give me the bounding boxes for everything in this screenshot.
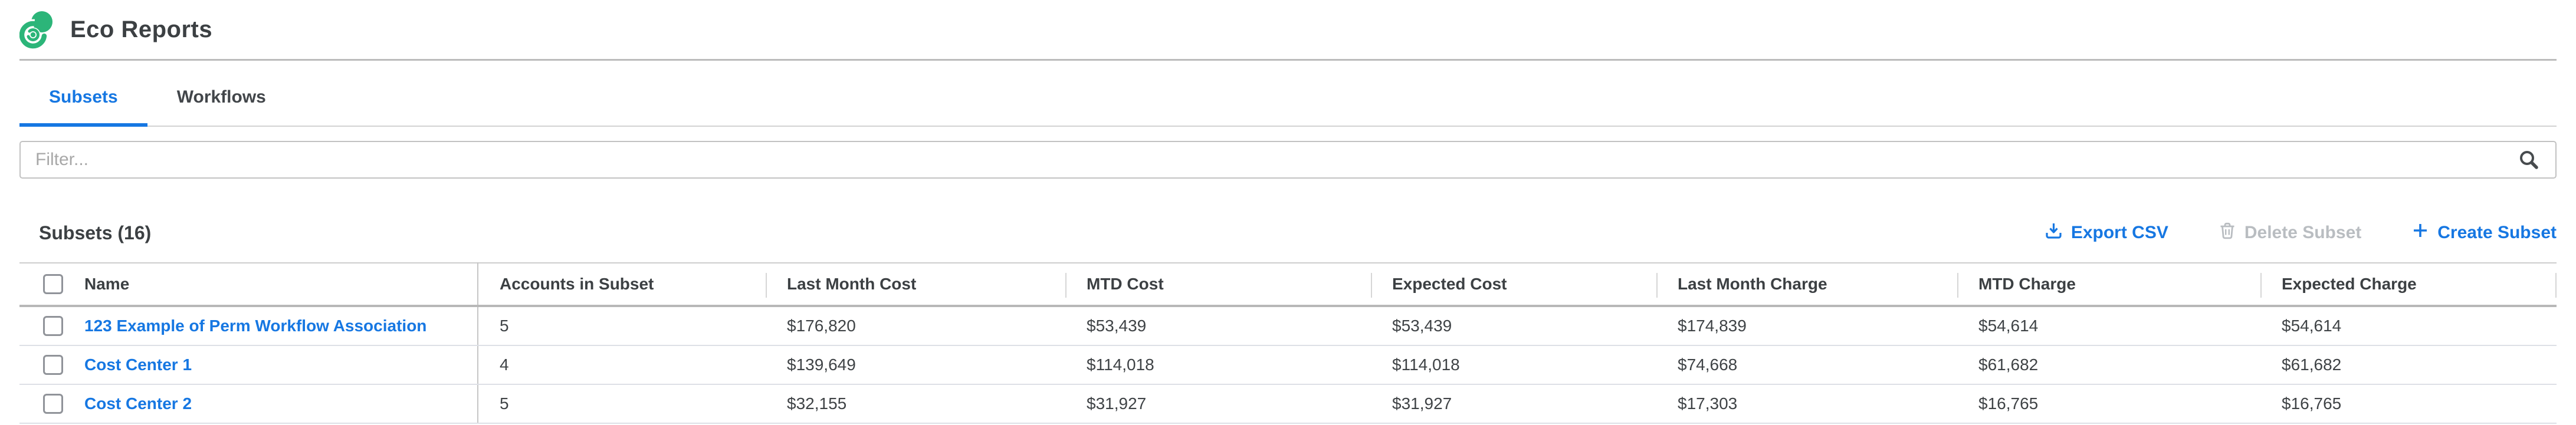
section-heading: Subsets (16) — [39, 222, 152, 243]
tab-bar: Subsets Workflows — [19, 61, 2557, 127]
trash-icon — [2219, 222, 2236, 245]
column-header-accounts-in-subset: Accounts in Subset — [478, 262, 766, 307]
delete-subset-button[interactable]: Delete Subset — [2219, 222, 2361, 245]
title-bar: Eco Reports — [17, 0, 2557, 61]
subset-name-link[interactable]: 123 Example of Perm Workflow Association — [84, 317, 427, 335]
cell-mtd-cost: $53,439 — [1065, 306, 1371, 346]
section-header: Subsets (16) Export CSV — [19, 221, 2557, 245]
delete-subset-label: Delete Subset — [2244, 223, 2362, 242]
cell-expected-charge: $16,765 — [2260, 384, 2557, 424]
eco-logo-icon — [17, 11, 57, 52]
cell-mtd-charge: $54,614 — [1957, 306, 2260, 346]
column-header-name: Name — [19, 262, 478, 307]
page-title: Eco Reports — [70, 16, 213, 42]
cell-expected-cost: $114,018 — [1371, 345, 1656, 385]
column-header-expected-charge: Expected Charge — [2260, 262, 2557, 307]
cell-mtd-cost: $31,927 — [1065, 384, 1371, 424]
table-row: 123 Example of Perm Workflow Association… — [19, 306, 2557, 346]
cell-last-month-charge: $17,303 — [1656, 384, 1957, 424]
subset-name-link[interactable]: Cost Center 2 — [84, 394, 192, 413]
filter-bar — [19, 141, 2557, 179]
cell-accounts: 4 — [478, 345, 766, 385]
cell-last-month-charge: $174,839 — [1656, 306, 1957, 346]
row-checkbox[interactable] — [43, 316, 63, 336]
cell-mtd-charge: $16,765 — [1957, 384, 2260, 424]
cell-expected-charge: $61,682 — [2260, 345, 2557, 385]
column-header-name-label: Name — [84, 275, 130, 293]
table-actions: Export CSV Delete Subset — [2045, 222, 2557, 245]
column-header-mtd-charge: MTD Charge — [1957, 262, 2260, 307]
search-icon[interactable] — [2518, 149, 2540, 171]
table-row: Cost Center 2 5 $32,155 $31,927 $31,927 … — [19, 384, 2557, 424]
download-icon — [2045, 222, 2063, 245]
cell-last-month-cost: $32,155 — [766, 384, 1065, 424]
column-header-expected-cost: Expected Cost — [1371, 262, 1656, 307]
column-header-last-month-cost: Last Month Cost — [766, 262, 1065, 307]
column-header-last-month-charge: Last Month Charge — [1656, 262, 1957, 307]
row-checkbox[interactable] — [43, 355, 63, 375]
plus-icon — [2411, 222, 2429, 244]
create-subset-label: Create Subset — [2437, 223, 2557, 242]
cell-accounts: 5 — [478, 306, 766, 346]
tab-subsets[interactable]: Subsets — [19, 69, 147, 127]
cell-expected-cost: $53,439 — [1371, 306, 1656, 346]
column-header-mtd-cost: MTD Cost — [1065, 262, 1371, 307]
cell-accounts: 5 — [478, 384, 766, 424]
cell-last-month-cost: $176,820 — [766, 306, 1065, 346]
cell-mtd-charge: $61,682 — [1957, 345, 2260, 385]
cell-expected-charge: $54,614 — [2260, 306, 2557, 346]
cell-mtd-cost: $114,018 — [1065, 345, 1371, 385]
subset-name-link[interactable]: Cost Center 1 — [84, 355, 192, 374]
export-csv-button[interactable]: Export CSV — [2045, 222, 2168, 245]
filter-input[interactable] — [19, 141, 2557, 179]
cell-last-month-cost: $139,649 — [766, 345, 1065, 385]
table-row: Cost Center 1 4 $139,649 $114,018 $114,0… — [19, 345, 2557, 385]
select-all-checkbox[interactable] — [43, 274, 63, 294]
table-header-row: Name Accounts in Subset Last Month Cost … — [19, 262, 2557, 307]
export-csv-label: Export CSV — [2070, 223, 2168, 242]
cell-last-month-charge: $74,668 — [1656, 345, 1957, 385]
create-subset-button[interactable]: Create Subset — [2411, 222, 2557, 244]
tab-workflows[interactable]: Workflows — [176, 87, 266, 107]
cell-expected-cost: $31,927 — [1371, 384, 1656, 424]
row-checkbox[interactable] — [43, 394, 63, 414]
subsets-table: Name Accounts in Subset Last Month Cost … — [19, 262, 2557, 424]
